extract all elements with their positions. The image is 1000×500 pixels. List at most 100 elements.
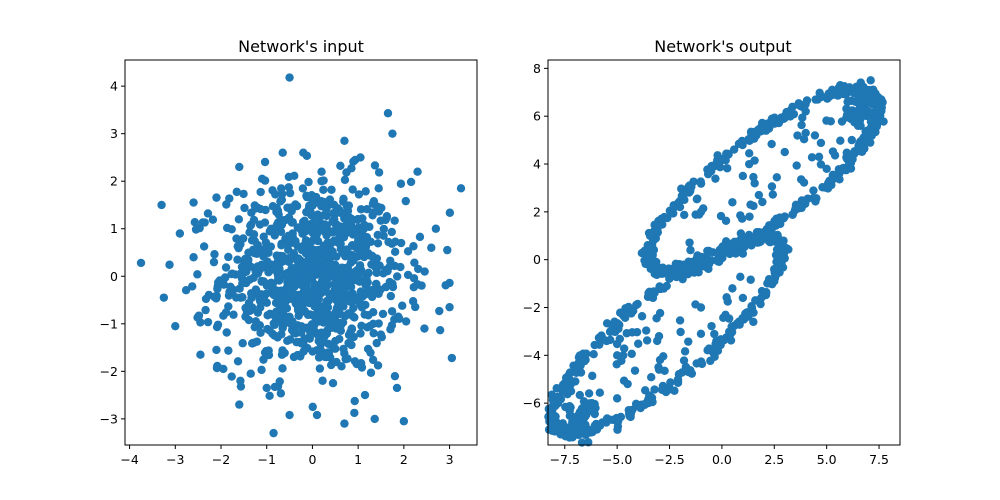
scatter-point	[279, 293, 288, 303]
scatter-point	[657, 385, 667, 394]
scatter-point	[823, 184, 833, 193]
scatter-point	[336, 161, 345, 171]
x-tick-label: 0.0	[712, 452, 732, 467]
scatter-point	[290, 282, 299, 291]
x-tick-label: −5.0	[602, 452, 632, 467]
scatter-point	[212, 345, 221, 355]
scatter-point	[297, 262, 306, 271]
scatter-point	[749, 317, 758, 327]
scatter-point	[222, 200, 231, 209]
scatter-point	[647, 373, 656, 382]
scatter-point	[200, 218, 209, 227]
scatter-point	[684, 367, 693, 377]
scatter-point	[322, 271, 332, 280]
scatter-point	[285, 410, 294, 420]
scatter-point	[396, 262, 405, 272]
scatter-point	[589, 425, 598, 434]
scatter-point	[580, 356, 589, 366]
scatter-point	[345, 297, 355, 306]
scatter-point	[696, 303, 706, 312]
y-tick-label: −1	[100, 316, 118, 331]
scatter-point	[256, 187, 265, 197]
scatter-point	[235, 162, 244, 172]
scatter-point	[589, 349, 598, 359]
scatter-point	[816, 138, 826, 148]
scatter-point	[283, 336, 292, 346]
scatter-point	[370, 161, 380, 170]
x-tick-label: 3	[446, 452, 454, 467]
scatter-point	[590, 409, 599, 419]
left-scatter-plot: Network's input −4 −3 −2 −1 0 1 2 3 −3 −2 −1 0 1 2 3 4	[100, 37, 478, 467]
scatter-point	[181, 286, 191, 295]
y-tick-label: 4	[110, 79, 118, 94]
scatter-point	[238, 339, 247, 348]
scatter-point	[656, 263, 665, 273]
scatter-point	[272, 220, 282, 229]
scatter-point	[681, 188, 690, 198]
scatter-point	[325, 226, 334, 236]
scatter-point	[347, 340, 356, 350]
right-scatter-plot: Network's output −7.5 −5.0 −2.5 0.0 2.5 5.0 7.…	[523, 37, 901, 467]
scatter-point	[851, 88, 860, 97]
scatter-point	[193, 270, 202, 279]
scatter-point	[233, 242, 242, 251]
scatter-point	[300, 239, 310, 249]
scatter-point	[269, 428, 278, 438]
scatter-point	[353, 252, 363, 261]
scatter-point	[738, 233, 748, 243]
scatter-point	[675, 202, 685, 212]
scatter-point	[292, 256, 302, 265]
scatter-point	[801, 107, 810, 116]
y-tick-label: −6	[523, 396, 541, 411]
scatter-point	[737, 214, 747, 223]
scatter-point	[792, 161, 801, 170]
scatter-point	[201, 294, 211, 304]
scatter-point	[413, 264, 423, 274]
scatter-point	[374, 319, 383, 328]
scatter-point	[716, 211, 726, 221]
scatter-point	[347, 224, 356, 233]
scatter-point	[136, 258, 146, 268]
scatter-point	[308, 256, 317, 265]
scatter-point	[190, 218, 200, 227]
scatter-point	[584, 389, 594, 398]
scatter-point	[640, 256, 649, 265]
scatter-point	[745, 212, 754, 221]
scatter-point	[745, 149, 754, 158]
scatter-point	[297, 322, 306, 331]
scatter-point	[782, 111, 792, 121]
scatter-point	[221, 263, 231, 272]
scatter-point	[637, 248, 647, 258]
scatter-point	[307, 266, 317, 275]
scatter-point	[648, 250, 657, 260]
scatter-point	[722, 293, 731, 302]
scatter-point	[222, 328, 231, 337]
scatter-point	[413, 167, 422, 176]
scatter-point	[718, 243, 727, 252]
scatter-point	[445, 302, 454, 312]
scatter-point	[339, 344, 348, 354]
scatter-point	[327, 323, 337, 332]
scatter-point	[257, 174, 267, 184]
scatter-point	[685, 238, 694, 247]
scatter-point	[409, 242, 418, 251]
scatter-point	[822, 116, 831, 125]
scatter-point	[634, 402, 643, 411]
scatter-point	[366, 368, 376, 377]
scatter-point	[390, 247, 400, 257]
scatter-point	[348, 185, 357, 194]
scatter-point	[767, 139, 776, 149]
scatter-point	[357, 321, 366, 330]
scatter-point	[379, 224, 388, 234]
x-tick-label: 2.5	[764, 452, 784, 467]
scatter-point	[257, 277, 266, 286]
scatter-point	[212, 363, 222, 373]
scatter-point	[284, 213, 294, 222]
scatter-point	[364, 268, 373, 278]
scatter-point	[686, 262, 695, 272]
scatter-point	[276, 271, 285, 281]
scatter-point	[336, 318, 345, 327]
scatter-point	[873, 92, 883, 102]
scatter-point	[427, 243, 436, 252]
